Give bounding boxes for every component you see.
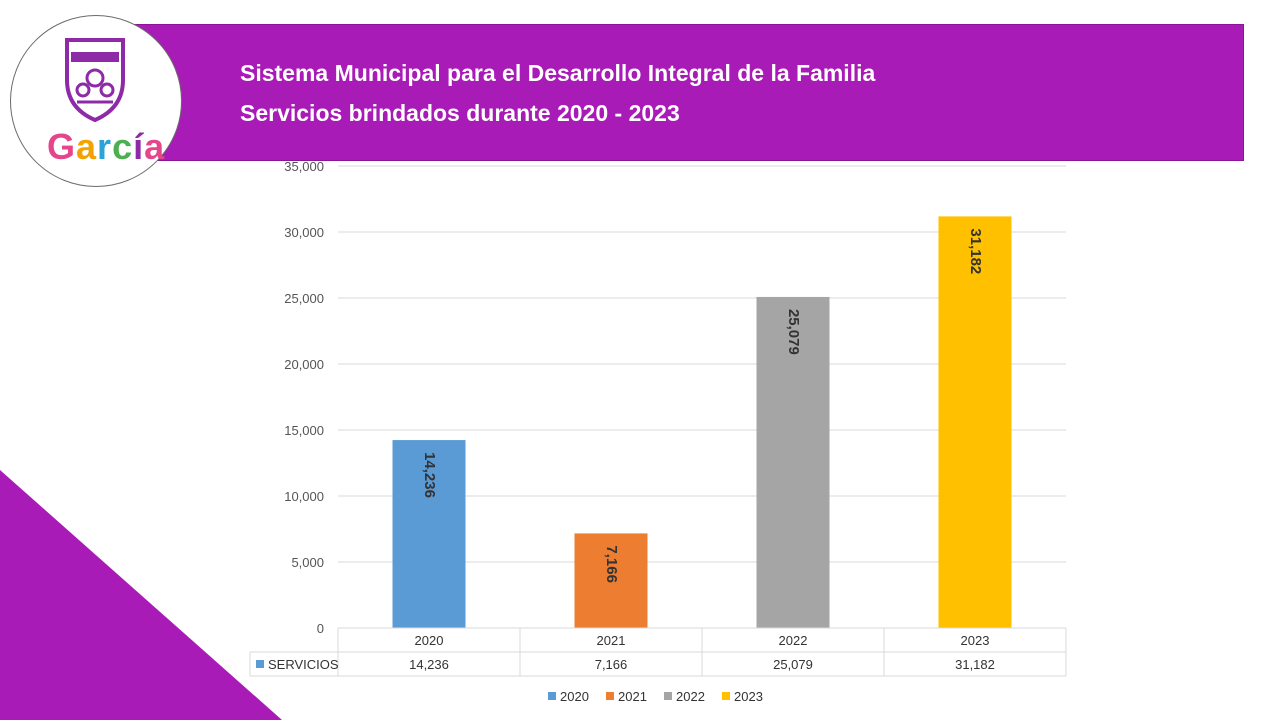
- table-cell: 25,079: [773, 657, 813, 672]
- logo-letter: c: [112, 126, 134, 167]
- legend-swatch: [606, 692, 614, 700]
- table-cell: 31,182: [955, 657, 995, 672]
- table-cell: 7,166: [595, 657, 628, 672]
- y-tick-label: 20,000: [284, 357, 324, 372]
- logo-letter: G: [47, 126, 77, 167]
- y-axis-ticks: 0 5,000 10,000 15,000 20,000 25,000 30,000 35,0…: [284, 159, 324, 636]
- bar-2020: [392, 440, 466, 628]
- x-tick-label: 2020: [415, 633, 444, 648]
- y-tick-label: 30,000: [284, 225, 324, 240]
- y-tick-label: 25,000: [284, 291, 324, 306]
- y-tick-label: 35,000: [284, 159, 324, 174]
- header-subtitle: Servicios brindados durante 2020 - 2023: [240, 100, 680, 126]
- logo-letter: a: [76, 126, 98, 167]
- data-table: 2020 14,236 2021 7,166 2022 25,079 2023 31,182 S…: [249, 627, 1067, 677]
- legend-swatch: [548, 692, 556, 700]
- logo-letter: í: [133, 126, 145, 167]
- legend-entry: 2021: [618, 689, 647, 704]
- bar-2022: [756, 296, 830, 628]
- y-tick-label: 10,000: [284, 489, 324, 504]
- garcia-logo: García: [10, 15, 182, 187]
- data-label: 14,236: [421, 452, 438, 498]
- logo-letter: a: [144, 126, 166, 167]
- legend-entry: 2022: [676, 689, 705, 704]
- y-tick-label: 15,000: [284, 423, 324, 438]
- y-tick-label: 0: [317, 621, 324, 636]
- legend-swatch: [722, 692, 730, 700]
- data-label: 25,079: [785, 309, 802, 355]
- header-title: Sistema Municipal para el Desarrollo Int…: [240, 60, 876, 86]
- table-cell: 14,236: [409, 657, 449, 672]
- x-tick-label: 2023: [961, 633, 990, 648]
- data-label: 7,166: [603, 545, 620, 583]
- shield-crest-icon: [65, 38, 125, 123]
- legend-entry: 2023: [734, 689, 763, 704]
- bar-2023: [938, 216, 1012, 629]
- logo-letter: r: [97, 126, 113, 167]
- bar-2021: [574, 533, 648, 628]
- bars: 14,236 7,166 25,079 31,182: [392, 216, 1012, 629]
- x-tick-label: 2022: [779, 633, 808, 648]
- legend: 2020 2021 2022 2023: [548, 689, 763, 704]
- legend-entry: 2020: [560, 689, 589, 704]
- table-series-key: [256, 660, 264, 668]
- logo-wordmark: García: [47, 126, 165, 168]
- x-tick-label: 2021: [597, 633, 626, 648]
- y-tick-label: 5,000: [291, 555, 324, 570]
- table-row-label: SERVICIOS: [268, 657, 339, 672]
- corner-decoration: [0, 470, 282, 720]
- legend-swatch: [664, 692, 672, 700]
- data-label: 31,182: [967, 228, 984, 274]
- header-banner: [128, 24, 1244, 161]
